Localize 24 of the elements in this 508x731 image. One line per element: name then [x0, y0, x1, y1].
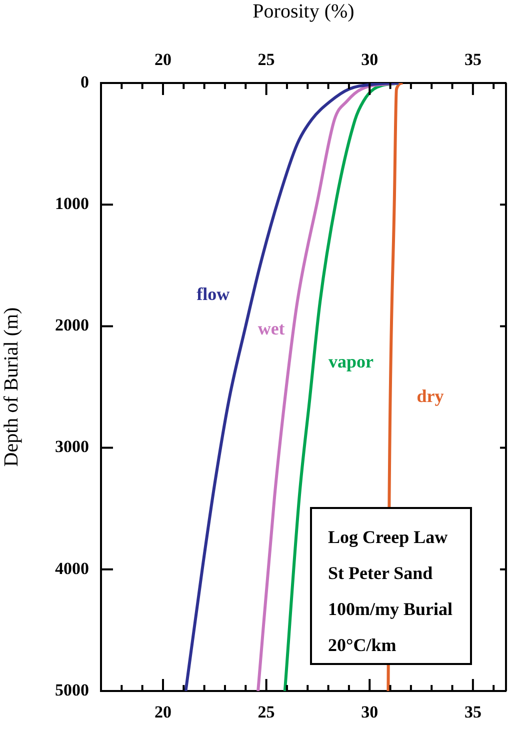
y-axis-title: Depth of Burial (m) [0, 307, 22, 467]
x-tick-label: 35 [464, 702, 482, 722]
x2-tick-label: 25 [258, 50, 275, 70]
y-tick-label: 4000 [55, 558, 89, 578]
x2-tick-label: 20 [154, 50, 172, 70]
annotation: 20°C/km [328, 634, 398, 657]
series-label: flow [196, 284, 230, 304]
x-tick-label: 30 [361, 702, 378, 722]
y-tick-label: 3000 [55, 437, 89, 456]
y-tick-label: 2000 [55, 316, 89, 335]
x-tick-label: 20 [154, 702, 172, 722]
x2-axis-title: Porosity (%) [252, 0, 354, 22]
y-tick-label: 1000 [55, 194, 89, 213]
y-tick-label: 5000 [55, 680, 89, 700]
y-tick-label: 0 [80, 72, 89, 92]
x2-tick-label: 35 [464, 50, 482, 70]
series-label: dry [416, 386, 444, 406]
annotation: 100m/my Burial [328, 598, 454, 621]
annotation: Log Creep Law [328, 526, 449, 549]
series-label: wet [258, 318, 285, 339]
x-tick-label: 25 [258, 702, 275, 722]
series-label: vapor [328, 352, 374, 372]
annotation: St Peter Sand [328, 562, 434, 585]
x2-tick-label: 30 [361, 50, 378, 70]
